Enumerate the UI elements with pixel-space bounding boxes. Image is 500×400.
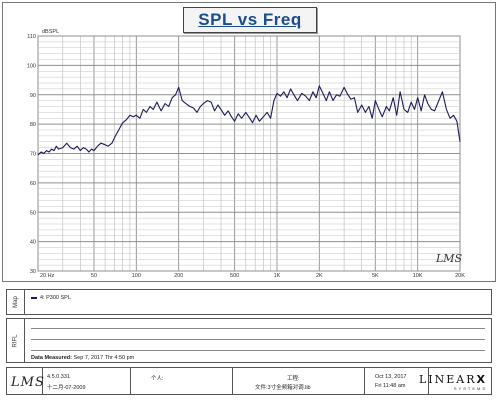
brand-sub: SYSTEMS [453, 386, 487, 391]
version: 4.5.0.331 [47, 374, 70, 380]
map-label: Map [12, 296, 19, 308]
x-tick-label: 100 [132, 273, 141, 279]
y-tick-label: 40 [30, 240, 36, 246]
rifl-label: RIFL [12, 333, 19, 348]
x-tick-label: 500 [230, 273, 239, 279]
y-tick-label: 100 [27, 63, 36, 69]
chart-title: SPL vs Freq [198, 10, 302, 29]
data-measured: Data Measured: Sep 7, 2017 Thr 4:50 pm [31, 355, 134, 361]
map-side-label: Map [7, 290, 25, 314]
x-tick-label: 200 [174, 273, 183, 279]
y-tick-label: 70 [30, 152, 36, 158]
y-axis-label: dBSPL [42, 29, 59, 35]
brand-x-mark: X [476, 373, 487, 386]
footer-person-cell: 个人: [131, 368, 233, 394]
y-tick-label: 60 [30, 181, 36, 187]
project-label: 工程: [287, 376, 300, 382]
spl-chart: 30 40 50 60 70 80 90 100 110 dBSPL 20 Hz 50 100 200 50… [27, 29, 465, 279]
y-tick-label: 90 [30, 93, 36, 99]
person-label: 个人: [151, 376, 164, 382]
x-tick-label: 20 Hz [40, 273, 55, 279]
series-line-p300-spl [37, 85, 461, 156]
data-measured-label: Data Measured: [31, 355, 72, 361]
chart-title-plate: SPL vs Freq [183, 7, 317, 33]
map-panel: Map 4: P300 SPL [6, 289, 492, 315]
report-time: Fri 11:48 am [375, 383, 406, 389]
x-tick-label: 5K [372, 273, 379, 279]
y-tick-label: 50 [30, 210, 36, 216]
y-tick-label: 110 [27, 34, 36, 40]
footer: LMS 4.5.0.331 十二月-07-2009 个人: 工程: 文件:3寸全… [6, 367, 492, 395]
rifl-line [31, 328, 485, 329]
legend-entry-label: 4: P300 SPL [40, 295, 71, 301]
footer-version-cell: 4.5.0.331 十二月-07-2009 [43, 368, 131, 394]
data-measured-value: Sep 7, 2017 Thr 4:50 pm [73, 355, 135, 361]
footer-project-cell: 工程: 文件:3寸全频箱对调.lib [233, 368, 365, 394]
file-label: 文件:3寸全频箱对调.lib [255, 385, 311, 391]
lms-logo: LMS [11, 375, 45, 390]
x-tick-label: 20K [455, 273, 465, 279]
x-tick-label: 10K [413, 273, 423, 279]
report-date: Oct 13, 2017 [375, 374, 407, 380]
rifl-panel: RIFL Data Measured: Sep 7, 2017 Thr 4:50… [6, 318, 492, 363]
rifl-line [31, 350, 485, 351]
footer-logo-cell: LMS [7, 368, 45, 394]
y-tick-label: 30 [30, 269, 36, 275]
x-tick-label: 2K [316, 273, 323, 279]
version-date: 十二月-07-2009 [47, 385, 86, 391]
brand-name: LINEAR [418, 373, 477, 386]
lms-watermark: LMS [435, 252, 463, 265]
y-tick-label: 80 [30, 122, 36, 128]
x-tick-label: 1K [274, 273, 281, 279]
footer-date-cell: Oct 13, 2017 Fri 11:48 am [365, 368, 429, 394]
x-tick-label: 50 [91, 273, 97, 279]
rifl-line [31, 339, 485, 340]
legend-entry[interactable]: 4: P300 SPL [31, 295, 71, 301]
linear-x-logo: LINEARX SYSTEMS [419, 373, 487, 391]
legend-swatch [31, 297, 37, 299]
rifl-side-label: RIFL [7, 319, 25, 362]
